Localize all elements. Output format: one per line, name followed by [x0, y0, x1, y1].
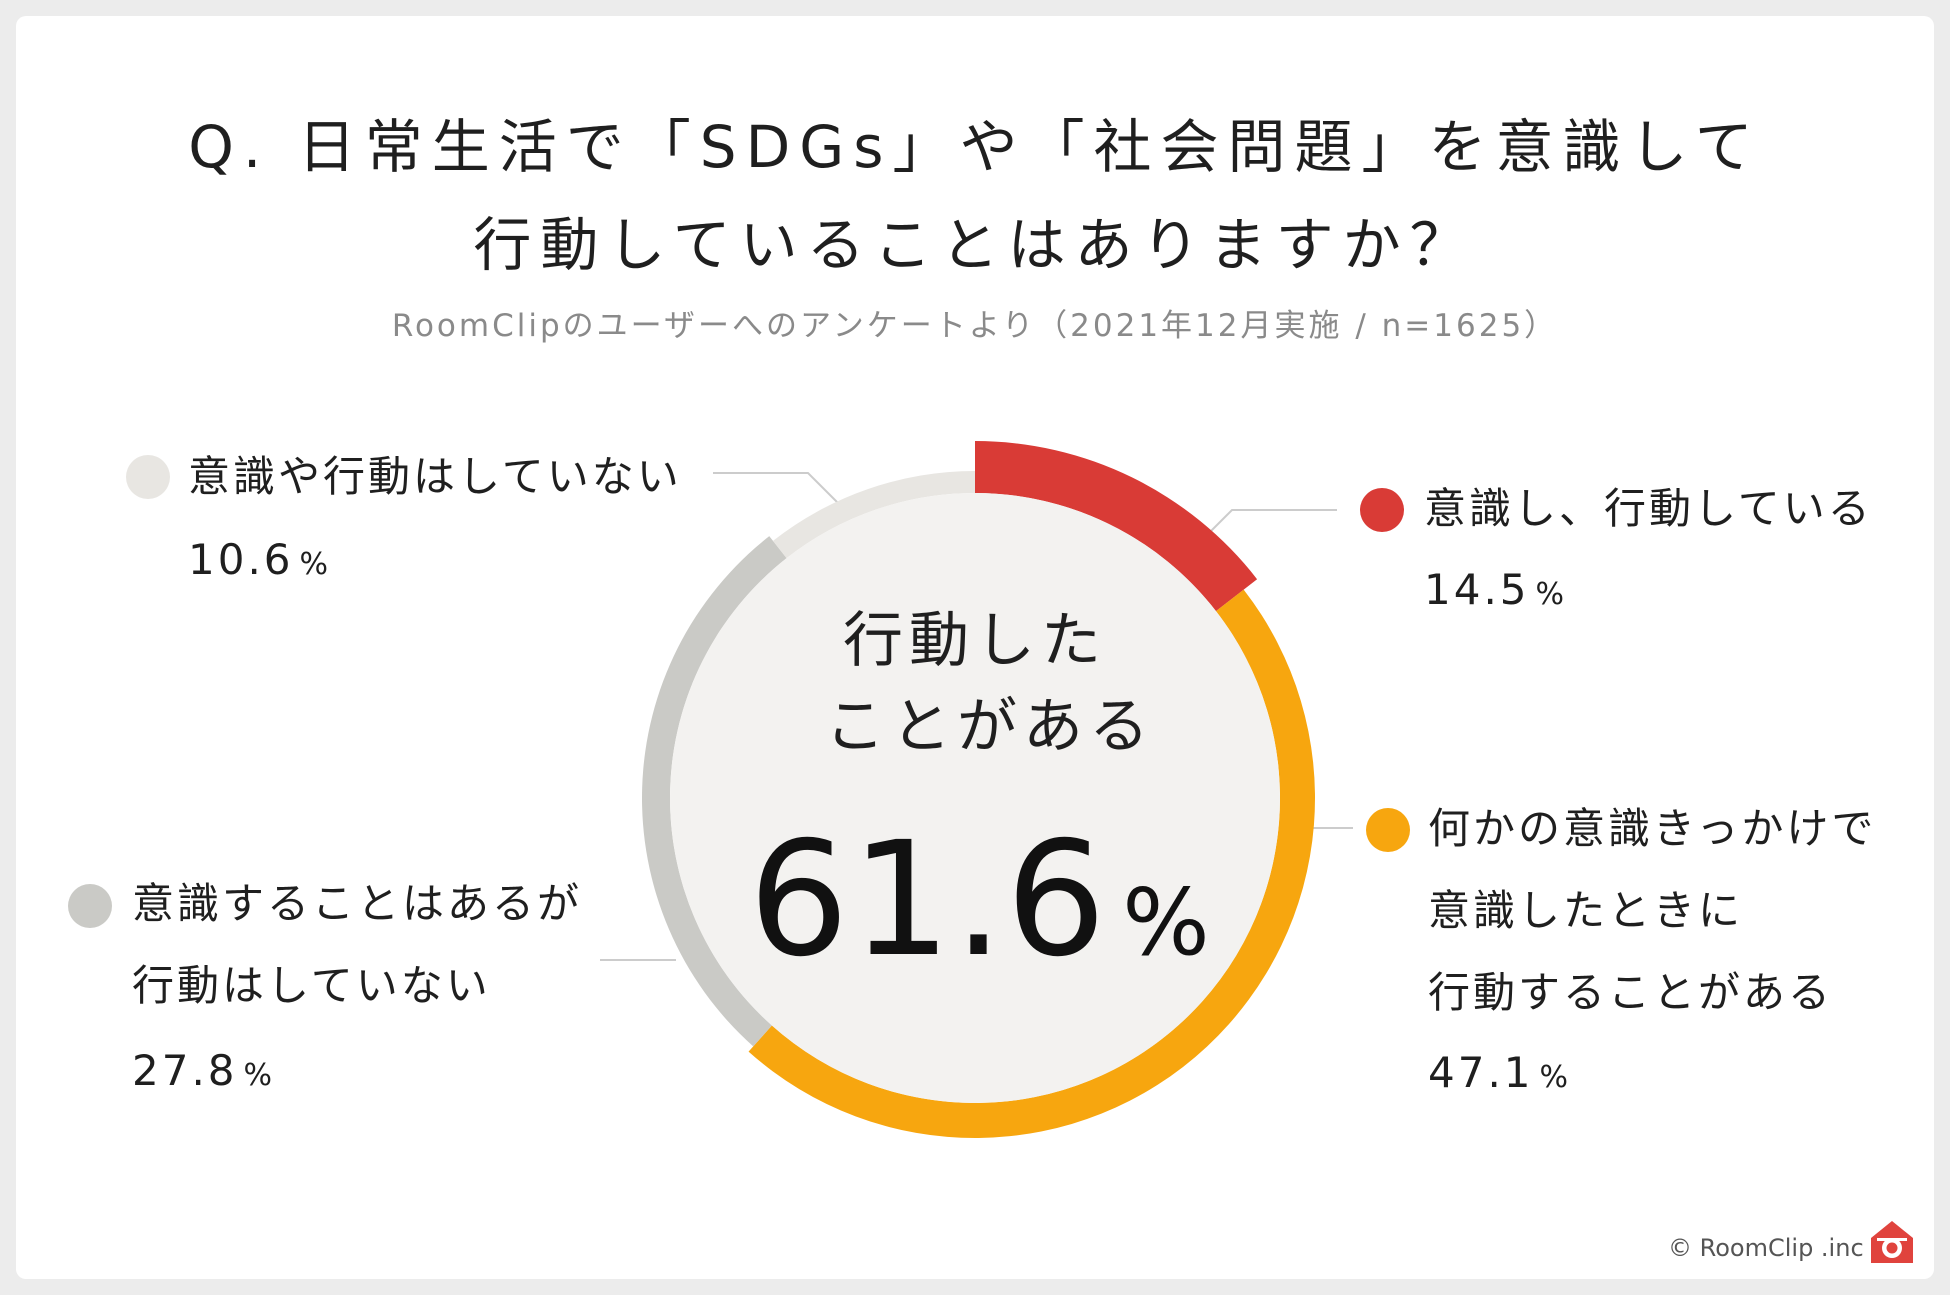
chart-title-line2: 行動していることはありますか？: [473, 211, 1477, 279]
legend-label-s1: 意識し、行動している: [1424, 484, 1873, 533]
legend-value-s1-number: 14.5: [1424, 565, 1530, 614]
center-value: 61.6%: [740, 808, 1220, 992]
legend-value-s2-pct: %: [1539, 1060, 1572, 1095]
legend-value-s4-number: 10.6: [188, 535, 294, 584]
legend-dot-s2: [1366, 808, 1410, 852]
legend-value-s3: 27.8%: [132, 1046, 275, 1095]
legend-dot-s1: [1360, 488, 1404, 532]
legend-label-s2: 何かの意識きっかけで 意識したときに 行動することがある: [1428, 788, 1876, 1034]
donut-slice-s3: [641, 536, 787, 1047]
donut-center: [670, 493, 1280, 1103]
legend-label-s3-line2: 行動はしていない: [132, 961, 491, 1010]
donut-slice-s1: [975, 441, 1258, 612]
center-label-line1: 行動した: [843, 606, 1107, 676]
legend-label-s2-line2: 意識したときに: [1428, 886, 1744, 935]
legend-dot-s4: [126, 455, 170, 499]
legend-value-s3-number: 27.8: [132, 1046, 238, 1095]
center-value-pct: %: [1122, 869, 1212, 976]
donut-slice-s4: [772, 471, 975, 559]
legend-value-s3-pct: %: [243, 1058, 276, 1093]
leader-line-s4: [713, 472, 839, 504]
legend-dot-s3: [68, 884, 112, 928]
legend-value-s4-pct: %: [299, 547, 332, 582]
legend-label-s4: 意識や行動はしていない: [188, 452, 682, 501]
legend-label-s3: 意識することはあるが 行動はしていない: [132, 863, 582, 1027]
legend-value-s1-pct: %: [1535, 577, 1568, 612]
legend-value-s2-number: 47.1: [1428, 1048, 1534, 1097]
legend-label-s2-line3: 行動することがある: [1428, 968, 1834, 1017]
legend-value-s2: 47.1%: [1428, 1048, 1571, 1097]
legend-label-s2-line1: 何かの意識きっかけで: [1428, 804, 1877, 853]
copyright-credit: © RoomClip .inc: [1668, 1234, 1864, 1262]
chart-subtitle: RoomClipのユーザーへのアンケートより（2021年12月実施 / n=16…: [391, 308, 1559, 344]
center-value-number: 61.6: [748, 808, 1109, 992]
donut-slice-s2: [748, 589, 1315, 1138]
roomclip-logo-icon: [1871, 1221, 1913, 1263]
legend-label-s3-line1: 意識することはあるが: [132, 879, 583, 928]
legend-value-s4: 10.6%: [188, 535, 331, 584]
center-label-line2: ことがある: [825, 692, 1155, 762]
chart-title-line1: Q. 日常生活で「SDGs」や「社会問題」を意識して: [188, 113, 1762, 181]
legend-value-s1: 14.5%: [1424, 565, 1567, 614]
center-label: 行動した ことがある: [825, 598, 1155, 770]
